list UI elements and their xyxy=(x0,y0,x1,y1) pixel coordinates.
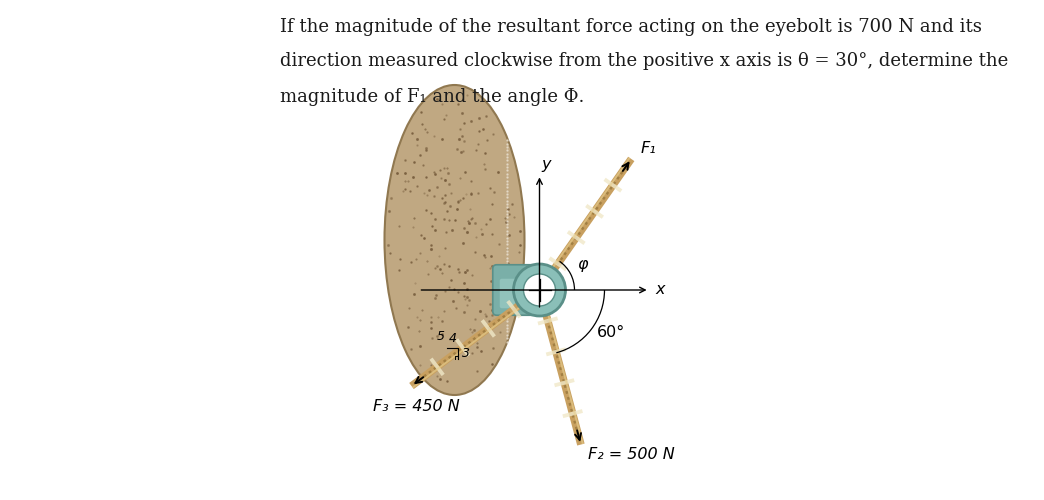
Text: magnitude of F₁ and the angle Φ.: magnitude of F₁ and the angle Φ. xyxy=(280,88,584,106)
Text: 4: 4 xyxy=(449,332,457,345)
Text: If the magnitude of the resultant force acting on the eyebolt is 700 N and its: If the magnitude of the resultant force … xyxy=(280,18,981,36)
Circle shape xyxy=(523,274,555,306)
Text: F₁: F₁ xyxy=(640,142,656,156)
Ellipse shape xyxy=(384,85,524,395)
Text: 60°: 60° xyxy=(597,325,625,340)
Text: 5: 5 xyxy=(436,330,445,343)
Text: x: x xyxy=(656,282,665,298)
Text: 3: 3 xyxy=(461,347,470,360)
Circle shape xyxy=(514,264,566,316)
Text: direction measured clockwise from the positive x axis is θ = 30°, determine the: direction measured clockwise from the po… xyxy=(280,52,1007,70)
Text: F₃ = 450 N: F₃ = 450 N xyxy=(373,398,459,413)
FancyBboxPatch shape xyxy=(493,264,548,316)
FancyBboxPatch shape xyxy=(500,279,523,308)
Text: φ: φ xyxy=(577,256,588,272)
Text: y: y xyxy=(542,158,551,172)
Text: F₂ = 500 N: F₂ = 500 N xyxy=(589,447,675,462)
